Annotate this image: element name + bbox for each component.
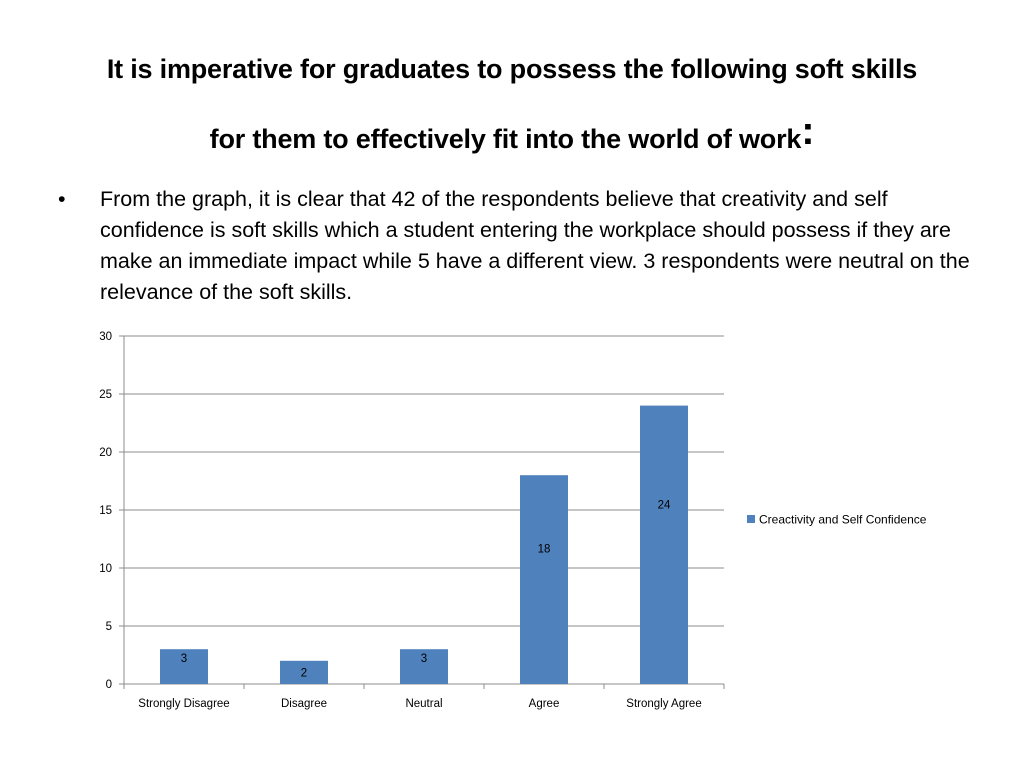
- x-tick-label: Strongly Disagree: [138, 698, 229, 710]
- data-label: 3: [421, 653, 427, 665]
- y-tick-label: 30: [99, 331, 112, 343]
- legend-swatch: [747, 515, 755, 523]
- slide-title-line-2-text: for them to effectively fit into the wor…: [209, 124, 802, 154]
- x-tick-label: Disagree: [281, 698, 327, 710]
- chart-bars: [160, 405, 688, 684]
- x-tick-label: Neutral: [405, 698, 442, 710]
- bullet-dot-icon: •: [58, 187, 66, 211]
- data-label: 18: [538, 543, 551, 555]
- x-axis-tick-labels: Strongly Disagree Disagree Neutral Agree Str…: [138, 698, 701, 710]
- bar: [520, 475, 568, 684]
- slide-title-colon: :: [801, 109, 815, 153]
- slide-title-line-1: It is imperative for graduates to posses…: [106, 54, 918, 84]
- chart-axes: [119, 335, 725, 689]
- x-tick-label: Agree: [529, 698, 560, 710]
- y-tick-label: 0: [106, 679, 112, 691]
- slide-title: It is imperative for graduates to posses…: [40, 38, 984, 170]
- x-tick-label: Strongly Agree: [626, 698, 701, 710]
- slide-title-line-2: for them to effectively fit into the wor…: [40, 100, 984, 170]
- chart-legend: Creactivity and Self Confidence: [747, 513, 927, 527]
- bullet-list: • From the graph, it is clear that 42 of…: [58, 184, 978, 308]
- y-tick-label: 10: [99, 563, 112, 575]
- y-tick-label: 25: [99, 389, 112, 401]
- bullet-item: • From the graph, it is clear that 42 of…: [58, 184, 978, 308]
- bar: [400, 649, 448, 684]
- y-tick-label: 5: [106, 621, 112, 633]
- bar: [640, 405, 688, 684]
- data-label: 3: [181, 653, 187, 665]
- y-axis-tick-labels: 0 5 10 15 20 25 30: [99, 331, 112, 691]
- bar: [160, 649, 208, 684]
- bar: [280, 660, 328, 684]
- y-tick-label: 20: [99, 447, 112, 459]
- bullet-text: From the graph, it is clear that 42 of t…: [100, 187, 970, 304]
- chart-data-labels: 3 2 3 18 24: [181, 500, 671, 680]
- data-label: 24: [658, 500, 671, 512]
- legend-label: Creactivity and Self Confidence: [759, 513, 927, 527]
- y-tick-label: 15: [99, 505, 112, 517]
- data-label: 2: [301, 667, 307, 679]
- chart-gridlines: [124, 335, 724, 627]
